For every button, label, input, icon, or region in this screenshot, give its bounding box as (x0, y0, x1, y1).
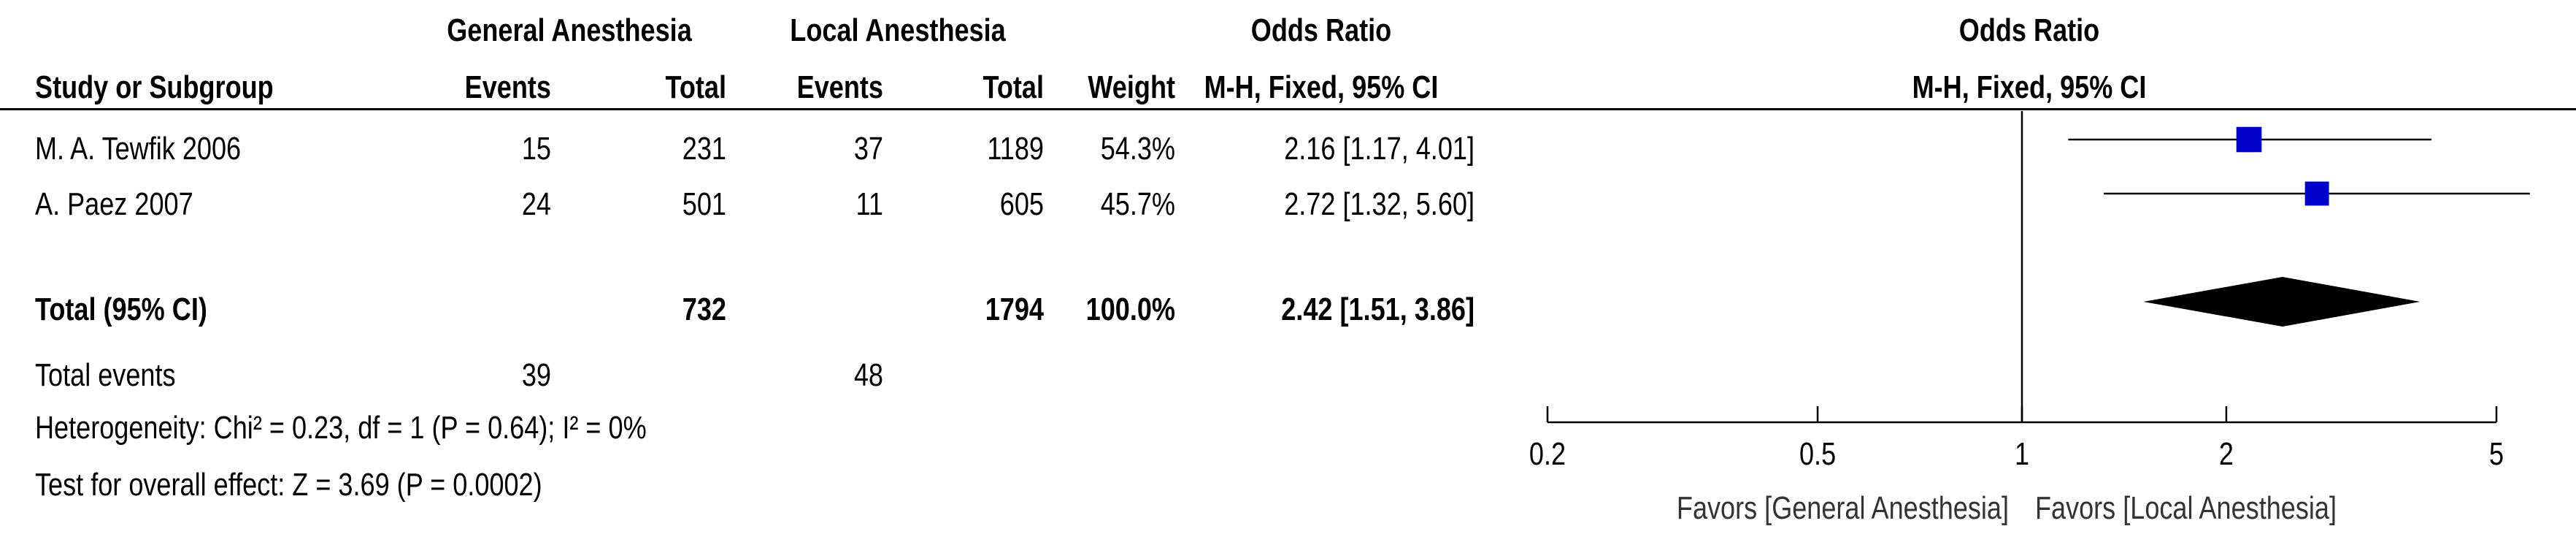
x-tick-label: 2 (2219, 436, 2234, 472)
study-ci: 2.16 [1.17, 4.01] (1284, 131, 1475, 167)
study-events2: 11 (856, 186, 883, 222)
study-events2: 37 (853, 131, 883, 167)
study-weight-box (2304, 181, 2329, 206)
total1-header: Total (665, 69, 726, 105)
events1-header: Events (464, 69, 551, 105)
favors-left-label: Favors [General Anesthesia] (1677, 490, 2009, 526)
study-name: M. A. Tewfik 2006 (35, 131, 242, 167)
header-rule (0, 108, 2576, 110)
total2-header: Total (983, 69, 1044, 105)
study-total1: 501 (682, 186, 726, 222)
total-events2: 48 (853, 357, 883, 393)
plot-title: Odds Ratio (1958, 12, 2100, 48)
total-weight: 100.0% (1085, 291, 1175, 327)
favors-right-label: Favors [Local Anesthesia] (2035, 490, 2337, 526)
overall-effect-text: Test for overall effect: Z = 3.69 (P = 0… (35, 467, 542, 503)
method-header: M-H, Fixed, 95% CI (1204, 69, 1439, 105)
total-events-label: Total events (35, 357, 176, 393)
total-total2: 1794 (985, 291, 1044, 327)
pooled-diamond (2143, 277, 2421, 327)
study-total2: 1189 (987, 131, 1044, 167)
study-total2: 605 (999, 186, 1044, 222)
total-label: Total (95% CI) (35, 291, 207, 327)
study-weight: 54.3% (1100, 131, 1175, 167)
heterogeneity-text: Heterogeneity: Chi² = 0.23, df = 1 (P = … (35, 410, 647, 446)
study-total1: 231 (682, 131, 726, 167)
study-weight: 45.7% (1100, 186, 1175, 222)
total-events1: 39 (521, 357, 551, 393)
x-tick-label: 1 (2015, 436, 2029, 472)
weight-header: Weight (1088, 69, 1175, 105)
total-ci: 2.42 [1.51, 3.86] (1281, 291, 1475, 327)
study-events1: 24 (521, 186, 551, 222)
study-events1: 15 (521, 131, 551, 167)
group1-header: General Anesthesia (447, 12, 692, 48)
study-name: A. Paez 2007 (35, 186, 193, 222)
plot-method-header: M-H, Fixed, 95% CI (1912, 69, 2147, 105)
effect-header: Odds Ratio (1250, 12, 1392, 48)
x-tick-label: 0.2 (1529, 436, 1566, 472)
events2-header: Events (796, 69, 883, 105)
study-weight-box (2236, 126, 2262, 153)
study-ci: 2.72 [1.32, 5.60] (1284, 186, 1475, 222)
total-total1: 732 (682, 291, 726, 327)
group2-header: Local Anesthesia (790, 12, 1006, 48)
x-tick-label: 0.5 (1799, 436, 1836, 472)
x-tick-label: 5 (2489, 436, 2504, 472)
study-column-header: Study or Subgroup (35, 69, 274, 105)
